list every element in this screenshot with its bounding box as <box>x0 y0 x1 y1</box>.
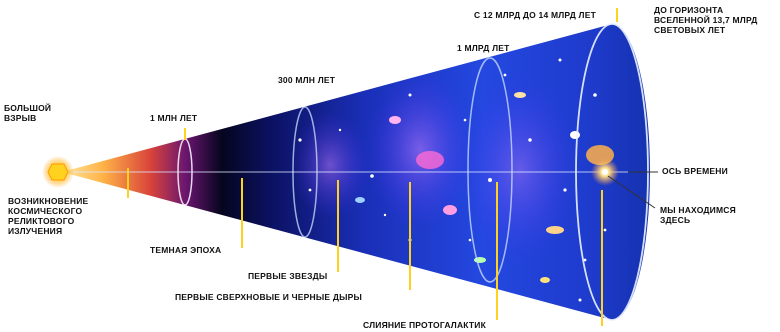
label-dark-age: ТЕМНАЯ ЭПОХА <box>150 245 222 255</box>
ring-1-gyr <box>467 57 513 283</box>
label-300-myr: 300 МЛН ЛЕТ <box>278 75 336 85</box>
label-we-are-here: МЫ НАХОДИМСЯ ЗДЕСЬ <box>660 205 736 225</box>
galaxy-field <box>290 58 614 302</box>
label-time-axis: ОСЬ ВРЕМЕНИ <box>662 166 728 176</box>
we-are-here-marker <box>602 169 608 175</box>
label-cmb: ВОЗНИКНОВЕНИЕ КОСМИЧЕСКОГО РЕЛИКТОВОГО И… <box>8 196 89 236</box>
label-horizon: ДО ГОРИЗОНТА ВСЕЛЕННОЙ 13,7 МЛРД СВЕТОВЫ… <box>654 5 758 35</box>
label-big-bang: БОЛЬШОЙ ВЗРЫВ <box>4 103 52 123</box>
label-first-stars: ПЕРВЫЕ ЗВЕЗДЫ <box>248 271 328 281</box>
big-bang-marker <box>47 163 69 181</box>
label-first-supernovae: ПЕРВЫЕ СВЕРХНОВЫЕ И ЧЕРНЫЕ ДЫРЫ <box>175 292 362 302</box>
label-protogalaxy-merger: СЛИЯНИЕ ПРОТОГАЛАКТИК <box>363 320 486 330</box>
label-12-14-gyr: С 12 МЛРД ДО 14 МЛРД ЛЕТ <box>474 10 596 20</box>
label-1-myr: 1 МЛН ЛЕТ <box>150 113 198 123</box>
label-1-gyr: 1 МЛРД ЛЕТ <box>457 43 510 53</box>
